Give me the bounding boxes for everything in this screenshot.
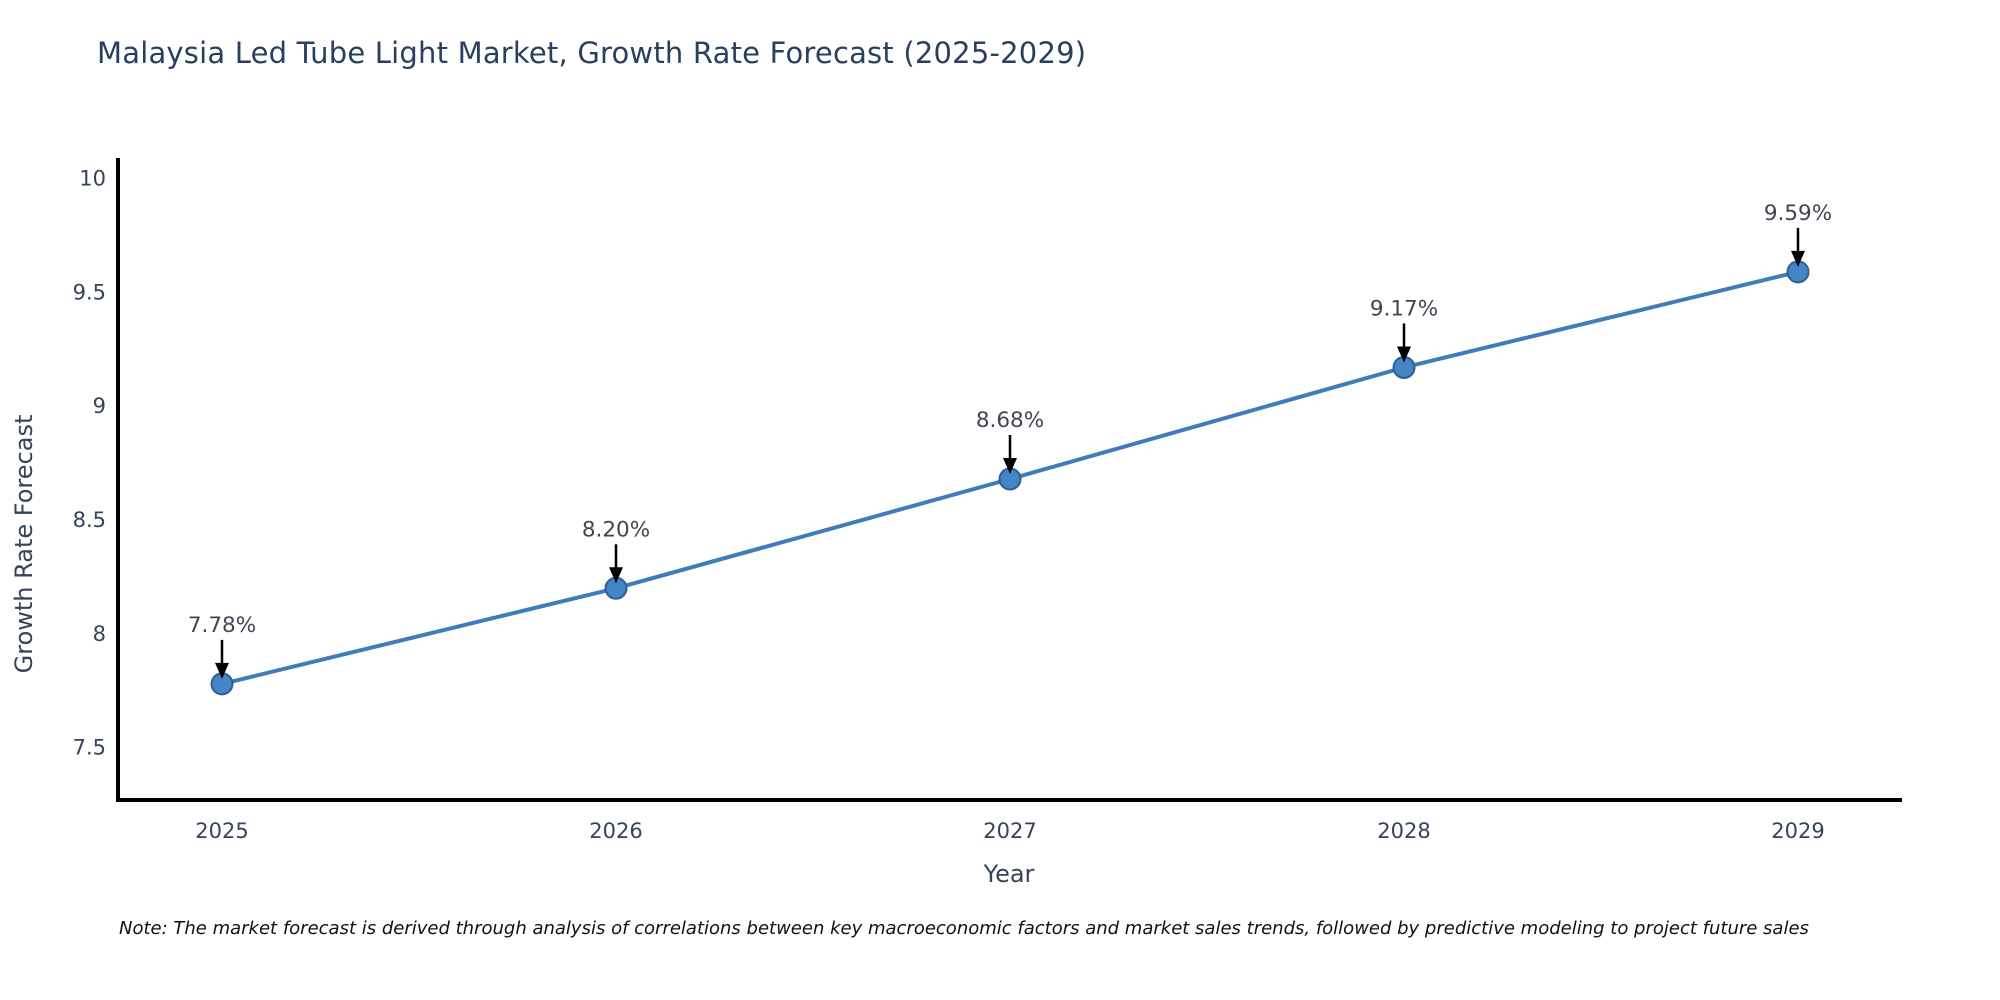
annotation-arrowhead [1397,346,1411,363]
y-tick-label: 7.5 [73,736,106,760]
annotation-arrowhead [1791,250,1805,267]
x-tick-label: 2026 [589,819,642,843]
x-tick-label: 2025 [195,819,248,843]
y-tick-label: 9 [93,394,106,418]
chart-title: Malaysia Led Tube Light Market, Growth R… [97,36,1087,70]
footnote: Note: The market forecast is derived thr… [119,918,1809,939]
data-point-label: 9.59% [1764,201,1832,226]
y-axis-title: Growth Rate Forecast [10,415,38,674]
data-point-label: 7.78% [188,613,256,638]
annotation-arrowhead [215,662,229,679]
x-tick-label: 2027 [983,819,1036,843]
x-axis-title: Year [983,860,1035,888]
data-point-label: 9.17% [1370,296,1438,321]
y-tick-label: 8.5 [73,508,106,532]
x-tick-label: 2028 [1377,819,1430,843]
data-point-label: 8.20% [582,517,650,542]
y-tick-label: 9.5 [73,280,106,304]
y-tick-label: 10 [79,166,106,190]
data-point-label: 8.68% [976,408,1044,433]
annotation-arrowhead [1003,458,1017,474]
y-tick-label: 8 [93,622,106,646]
annotation-arrowhead [609,567,623,584]
x-tick-label: 2029 [1771,819,1824,843]
